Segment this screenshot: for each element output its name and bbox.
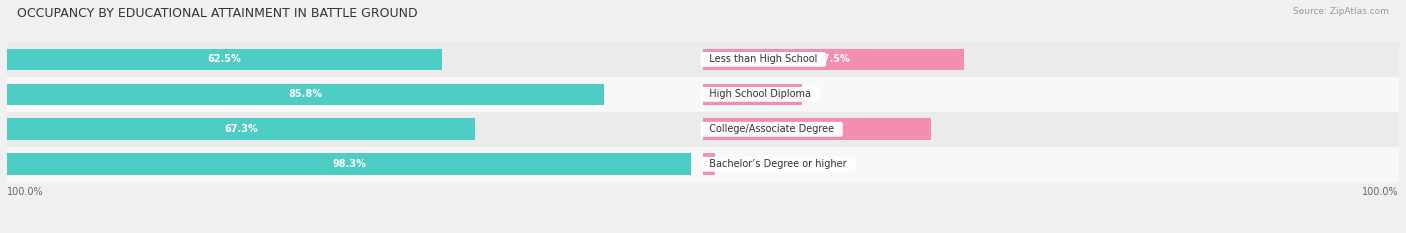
Bar <box>703 118 931 140</box>
Text: College/Associate Degree: College/Associate Degree <box>703 124 841 134</box>
Text: 62.5%: 62.5% <box>208 55 242 64</box>
Text: 100.0%: 100.0% <box>1362 187 1399 197</box>
Bar <box>7 112 1399 147</box>
Text: 14.2%: 14.2% <box>735 89 769 99</box>
Bar <box>703 49 965 70</box>
Bar <box>7 42 1399 77</box>
Text: 37.5%: 37.5% <box>817 55 851 64</box>
Bar <box>7 118 475 140</box>
Text: OCCUPANCY BY EDUCATIONAL ATTAINMENT IN BATTLE GROUND: OCCUPANCY BY EDUCATIONAL ATTAINMENT IN B… <box>17 7 418 20</box>
Bar <box>7 153 692 175</box>
Bar <box>7 49 441 70</box>
Text: 67.3%: 67.3% <box>225 124 259 134</box>
Text: Less than High School: Less than High School <box>703 55 824 64</box>
Bar <box>703 83 801 105</box>
Bar <box>7 83 605 105</box>
Bar <box>7 77 1399 112</box>
Text: 85.8%: 85.8% <box>288 89 322 99</box>
Text: High School Diploma: High School Diploma <box>703 89 817 99</box>
Bar <box>703 153 714 175</box>
Text: Bachelor’s Degree or higher: Bachelor’s Degree or higher <box>703 159 853 169</box>
Text: 32.7%: 32.7% <box>800 124 834 134</box>
Bar <box>7 147 1399 182</box>
Text: 98.3%: 98.3% <box>332 159 366 169</box>
Text: 1.7%: 1.7% <box>733 159 759 169</box>
Text: Source: ZipAtlas.com: Source: ZipAtlas.com <box>1294 7 1389 16</box>
Text: 100.0%: 100.0% <box>7 187 44 197</box>
